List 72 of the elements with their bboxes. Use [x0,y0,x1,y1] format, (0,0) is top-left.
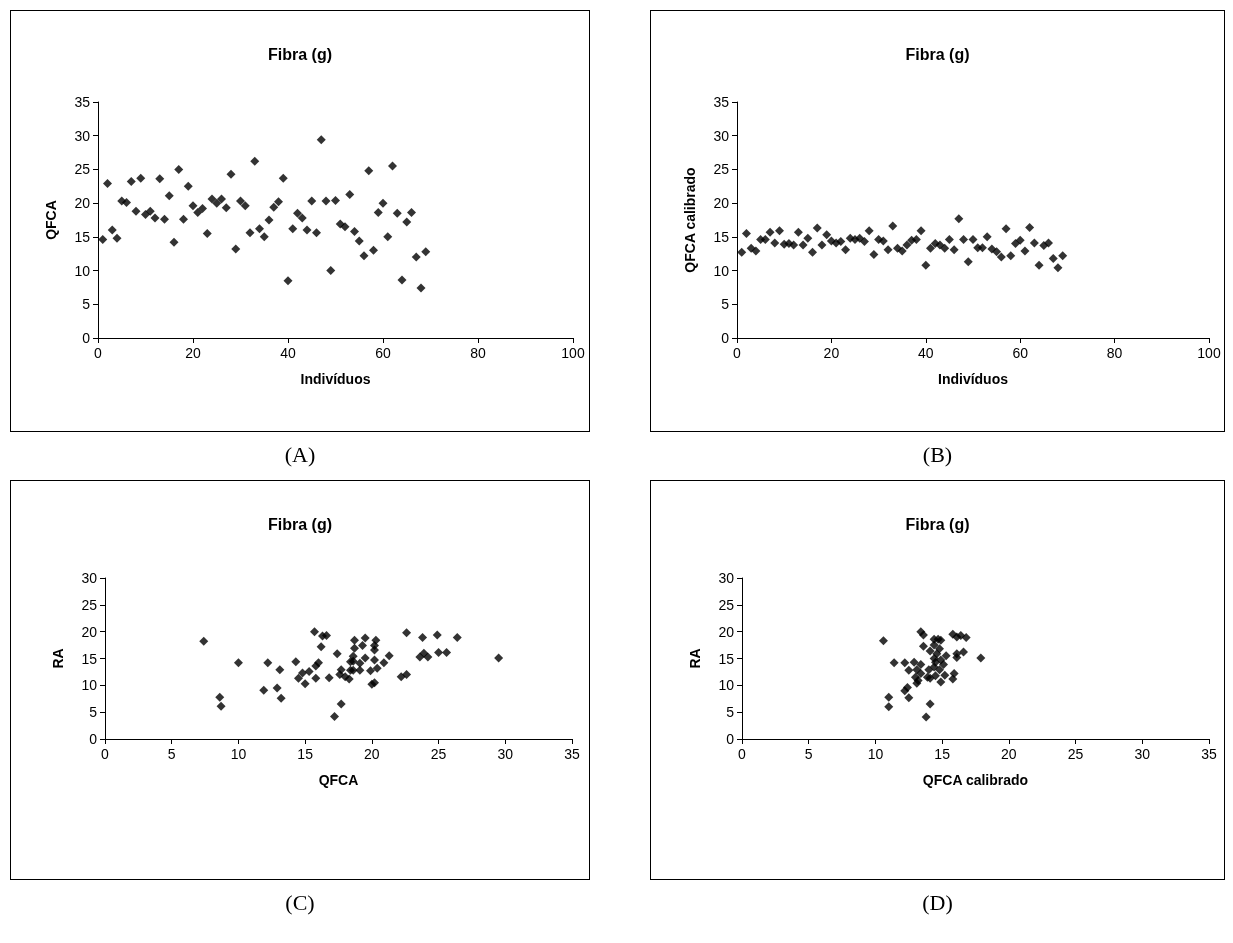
y-tick-label: 20 [713,195,730,212]
text: (B) [921,442,954,468]
x-tick-label: 35 [564,746,580,762]
x-tick-label: 30 [497,746,514,762]
y-tick-label: 15 [713,228,730,245]
x-tick-label: 20 [823,345,840,361]
y-tick-label: 0 [82,330,91,346]
x-tick-label: 60 [1012,345,1029,361]
x-tick-label: 30 [1134,746,1151,762]
x-tick-label: 10 [867,746,884,762]
chart-title: Fibra (g) [268,45,332,63]
y-tick-label: 25 [81,596,98,613]
y-tick-label: 30 [713,127,730,144]
x-tick-label: 80 [470,345,486,361]
x-tick-label: 20 [1001,746,1017,762]
y-tick-label: 10 [713,262,730,279]
x-axis-title: QFCA [318,772,359,788]
chart-title: Fibra (g) [268,515,332,533]
x-tick-label: 25 [1067,746,1084,762]
y-tick-label: 5 [721,296,730,313]
x-tick-label: 20 [364,746,380,762]
y-tick-label: 5 [82,296,91,313]
x-tick-label: 40 [918,345,934,361]
x-tick-label: 15 [934,746,951,762]
x-tick-label: 35 [1201,746,1217,762]
x-tick-label: 5 [167,746,176,762]
y-tick-label: 30 [74,127,91,144]
x-tick-label: 10 [230,746,247,762]
y-tick-label: 20 [718,623,735,640]
y-tick-label: 10 [81,677,98,694]
x-tick-label: 60 [375,345,391,361]
x-tick-label: 80 [1106,345,1123,361]
y-tick-label: 10 [74,262,91,279]
y-tick-label: 0 [726,731,735,747]
x-tick-label: 100 [1197,345,1221,361]
text: (C) [284,890,316,916]
x-axis-title: Indivíduos [938,371,1009,387]
y-tick-label: 10 [718,677,735,694]
x-tick-label: 40 [280,345,296,361]
x-tick-label: 25 [430,746,447,762]
y-tick-label: 15 [74,228,91,245]
y-tick-label: 30 [81,570,98,586]
y-tick-label: 20 [74,195,91,212]
y-axis-title: RA [687,648,703,669]
y-tick-label: 15 [718,650,735,667]
text: (A) [283,442,317,468]
y-tick-label: 35 [74,94,91,110]
y-tick-label: 0 [89,731,98,747]
y-tick-label: 0 [721,330,730,346]
x-tick-label: 0 [738,746,747,762]
y-tick-label: 5 [726,704,735,721]
y-tick-label: 35 [713,94,730,110]
y-tick-label: 25 [713,161,730,178]
chart-title: Fibra (g) [905,45,970,63]
y-tick-label: 5 [89,704,98,721]
text: (D) [921,890,954,916]
y-tick-label: 15 [81,650,98,667]
x-axis-title: Indivíduos [300,371,371,387]
chart-title: Fibra (g) [905,515,970,533]
x-axis-title: QFCA calibrado [922,772,1029,788]
y-tick-label: 25 [718,596,735,613]
x-tick-label: 15 [297,746,314,762]
y-axis-title: QFCA calibrado [682,167,698,273]
x-tick-label: 20 [185,345,201,361]
y-tick-label: 25 [74,161,91,178]
x-tick-label: 0 [101,746,110,762]
y-tick-label: 30 [718,570,735,586]
y-axis-title: QFCA [43,200,59,240]
x-tick-label: 100 [561,345,585,361]
y-tick-label: 20 [81,623,98,640]
x-tick-label: 5 [804,746,813,762]
y-axis-title: RA [50,648,66,669]
